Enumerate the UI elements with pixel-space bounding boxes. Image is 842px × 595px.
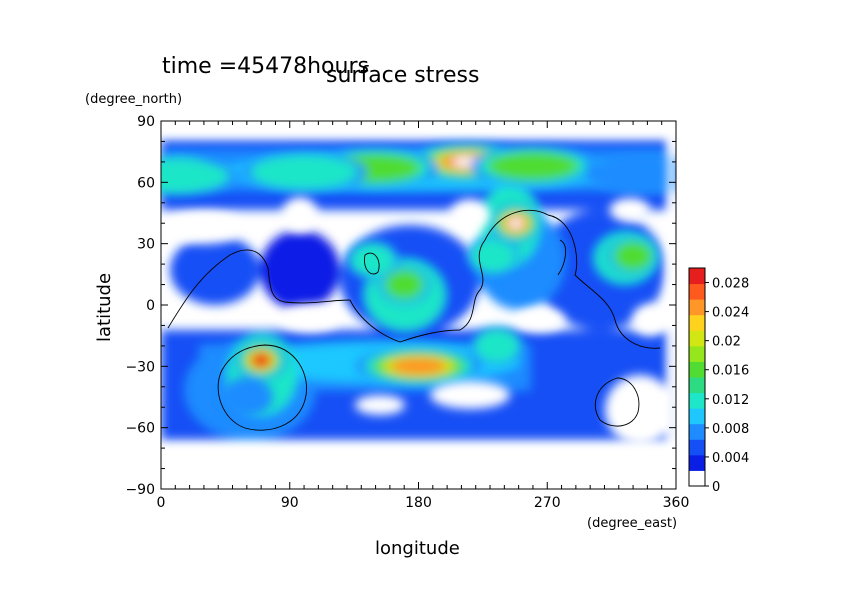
peak-14-level-2 xyxy=(474,329,520,363)
peak-2-level-3 xyxy=(487,151,579,181)
y-axis: 90 60 30 0 −30 −60 −90 xyxy=(125,114,676,498)
y-units-label: (degree_north) xyxy=(85,92,182,107)
midlat-north-blob-b xyxy=(260,230,340,310)
stress-peak-9 xyxy=(378,265,431,305)
stress-peak-11 xyxy=(346,240,399,280)
y-axis-label: latitude xyxy=(94,273,115,342)
gap-1 xyxy=(167,212,243,244)
stress-peak-8 xyxy=(607,236,660,276)
peak-6-level-1 xyxy=(585,154,676,194)
x-tick-label: 360 xyxy=(663,495,690,511)
x-units-label: (degree_east) xyxy=(587,516,677,531)
peak-4-level-2 xyxy=(250,155,358,189)
gap-6 xyxy=(515,308,565,332)
gap-9 xyxy=(355,395,405,415)
y-tick-label: 30 xyxy=(137,237,155,253)
gap-5 xyxy=(280,304,340,332)
stress-peak-12 xyxy=(235,340,288,380)
stress-peak-15 xyxy=(220,377,273,417)
gap-2 xyxy=(282,197,318,233)
colorbar-swatch xyxy=(689,314,705,331)
colorbar-swatch xyxy=(689,392,705,409)
peak-12-level-6 xyxy=(253,354,270,367)
colorbar-tick-label: 0.02 xyxy=(712,335,741,350)
coastline-island xyxy=(364,252,380,275)
colorbar-swatch xyxy=(689,408,705,425)
midlat-north-blob-a xyxy=(170,235,260,305)
colorbar-swatch xyxy=(689,439,705,456)
chart-title: surface stress xyxy=(326,63,479,88)
colorbar-swatch xyxy=(689,377,705,394)
stress-peak-6 xyxy=(585,154,676,194)
colorbar-swatch xyxy=(689,470,705,487)
coastline-asia xyxy=(349,209,549,343)
colorbar-tick-label: 0.008 xyxy=(712,422,749,437)
y-tick-label: −90 xyxy=(125,482,155,498)
peak-7-saturated xyxy=(508,218,523,229)
peak-8-level-3 xyxy=(614,241,652,271)
stress-peak-5 xyxy=(161,156,238,196)
x-tick-label: 0 xyxy=(157,495,166,511)
peak-15-level-1 xyxy=(220,377,273,417)
colorbar-swatch xyxy=(689,330,705,347)
y-tick-label: −60 xyxy=(125,421,155,437)
x-tick-label: 180 xyxy=(405,495,432,511)
time-label: time =45478hours xyxy=(162,54,369,79)
y-tick-label: 90 xyxy=(137,114,155,130)
coastline-inner xyxy=(557,239,567,276)
x-tick-label: 270 xyxy=(534,495,561,511)
colorbar-swatch xyxy=(689,361,705,378)
colorbar-tick-label: 0.004 xyxy=(712,451,749,466)
coastline-east xyxy=(547,214,661,349)
peak-10-level-2 xyxy=(470,239,516,273)
colorbar-tick-label: 0 xyxy=(712,480,720,495)
stress-peak-13 xyxy=(356,346,481,386)
gap-3 xyxy=(450,199,490,231)
y-tick-label: −30 xyxy=(125,359,155,375)
colorbar-swatch xyxy=(689,423,705,440)
colorbar-tick-label: 0.024 xyxy=(712,306,749,321)
colorbar-swatch xyxy=(689,299,705,316)
colorbar-tick-label: 0.028 xyxy=(712,277,749,292)
stress-peak-14 xyxy=(471,326,524,366)
peak-11-level-2 xyxy=(350,243,396,277)
peak-9-level-3 xyxy=(385,270,423,299)
gap-8 xyxy=(430,381,510,409)
y-tick-label: 0 xyxy=(146,298,155,314)
colorbar: 0.028 0.024 0.02 0.016 0.012 0.008 0.004 0 xyxy=(688,267,749,495)
gap-10 xyxy=(605,375,675,445)
peak-13-level-5 xyxy=(390,357,447,376)
coastline-south-ring xyxy=(217,344,307,431)
coastlines xyxy=(167,209,661,431)
stress-peak-2 xyxy=(470,146,596,186)
x-axis: 0 90 180 270 360 xyxy=(157,121,690,511)
peaks-layer xyxy=(161,142,676,417)
coastline-africa xyxy=(167,249,351,329)
x-tick-label: 90 xyxy=(281,495,299,511)
coastline-southeast xyxy=(594,377,640,427)
gap-7 xyxy=(632,304,668,336)
colorbar-swatch xyxy=(689,345,705,362)
colorbar-frame xyxy=(688,267,706,487)
stress-peak-4 xyxy=(241,152,367,192)
midlat-south-blob-b xyxy=(505,370,615,430)
gap-4 xyxy=(610,198,650,222)
colorbar-tick-label: 0.016 xyxy=(712,364,749,379)
stress-field xyxy=(161,121,676,489)
stress-peak-7 xyxy=(489,203,542,243)
colorbar-swatch xyxy=(689,283,705,300)
colorbar-swatch xyxy=(689,454,705,471)
y-tick-label: 60 xyxy=(137,175,155,191)
peak-5-level-2 xyxy=(161,159,230,193)
x-axis-label: longitude xyxy=(375,538,460,559)
colorbar-tick-label: 0.012 xyxy=(712,393,749,408)
colorbar-swatch xyxy=(689,268,705,285)
stress-peak-10 xyxy=(466,236,519,276)
